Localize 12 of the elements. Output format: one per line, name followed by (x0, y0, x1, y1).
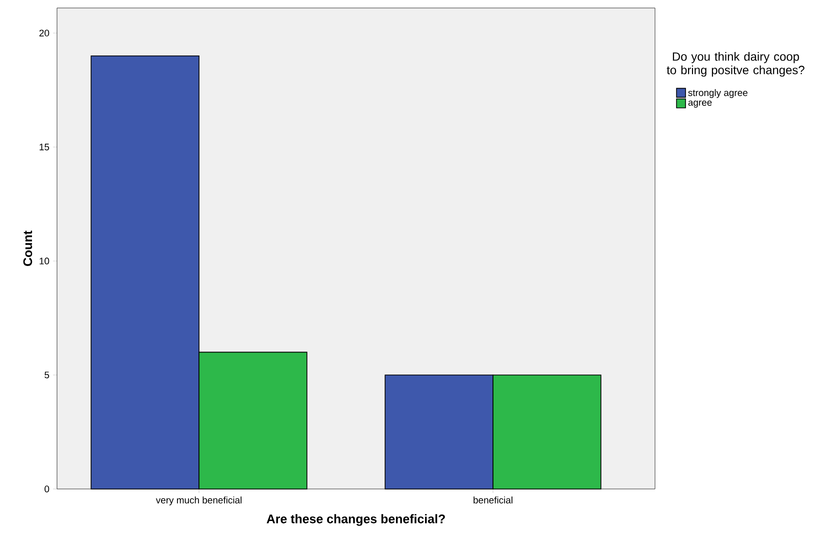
legend-label: strongly agree (688, 89, 748, 98)
y-axis-title: Count (23, 230, 32, 266)
y-tick-label: 20 (39, 30, 50, 36)
x-tick-label: very much beneficial (156, 496, 242, 506)
y-tick-label: 0 (44, 486, 50, 492)
x-tick-label: beneficial (474, 496, 512, 504)
legend-title: Do you think dairy coop to bring positve changes? (666, 52, 804, 77)
y-tick-label: 5 (44, 372, 50, 378)
legend-label: agree (688, 100, 712, 108)
y-tick-label: 15 (40, 144, 50, 150)
y-tick-label: 10 (40, 258, 50, 264)
x-axis-title: Are these changes beneficial? (266, 514, 445, 526)
